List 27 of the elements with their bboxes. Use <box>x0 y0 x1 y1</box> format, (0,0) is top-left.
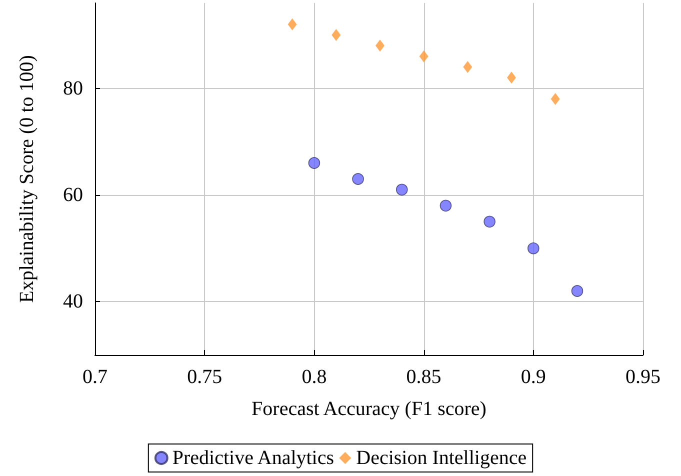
point <box>288 18 297 30</box>
point <box>528 242 540 254</box>
y-tick-label: 40 <box>63 290 83 313</box>
x-tick-label: 0.7 <box>82 366 108 388</box>
point <box>308 157 320 169</box>
y-tick-label: 80 <box>63 77 83 100</box>
point <box>463 61 472 73</box>
legend-label: Predictive Analytics <box>172 447 334 469</box>
x-tick-label: 0.85 <box>406 366 442 388</box>
y-tick-label: 60 <box>63 184 83 206</box>
legend-label: Decision Intelligence <box>356 447 527 469</box>
point <box>550 93 560 105</box>
point <box>440 200 452 212</box>
point <box>332 29 341 41</box>
point <box>419 50 428 62</box>
x-tick-label: 0.9 <box>520 366 546 388</box>
x-tick-label: 0.95 <box>626 366 660 388</box>
point <box>571 285 584 297</box>
point <box>506 72 516 84</box>
y-axis-title: Explainability Score (0 to 100) <box>16 55 38 303</box>
x-tick-label: 0.75 <box>187 366 222 388</box>
x-axis-title: Forecast Accuracy (F1 score) <box>252 398 486 420</box>
point <box>484 216 496 228</box>
point <box>375 40 384 52</box>
point <box>396 184 408 196</box>
point <box>352 173 364 185</box>
x-tick-label: 0.8 <box>302 366 327 388</box>
